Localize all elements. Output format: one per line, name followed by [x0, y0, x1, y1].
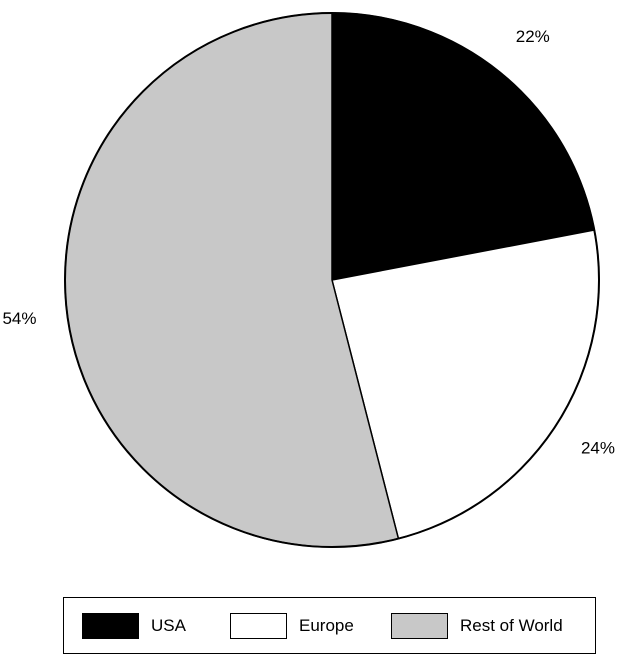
legend-swatch-europe	[230, 612, 287, 639]
legend-label-europe: Europe	[299, 615, 354, 635]
pie-chart: 22% 24% 54%	[2, 12, 615, 548]
pie-value-label-europe: 24%	[581, 438, 615, 457]
legend-label-usa: USA	[151, 615, 186, 635]
legend-item-rest-of-world: Rest of World	[391, 598, 563, 653]
legend-swatch-rest-of-world	[391, 612, 448, 639]
pie-value-labels: 22% 24% 54%	[2, 27, 615, 457]
pie-slices	[64, 12, 600, 548]
legend-swatch-usa	[82, 612, 139, 639]
legend-item-usa: USA	[82, 598, 186, 653]
legend-item-europe: Europe	[230, 598, 354, 653]
pie-outline	[64, 12, 600, 548]
pie-value-label-rest-of-world: 54%	[2, 309, 36, 328]
legend-label-rest-of-world: Rest of World	[460, 615, 563, 635]
pie-value-label-usa: 22%	[516, 27, 550, 46]
legend: USA Europe Rest of World	[63, 597, 596, 654]
